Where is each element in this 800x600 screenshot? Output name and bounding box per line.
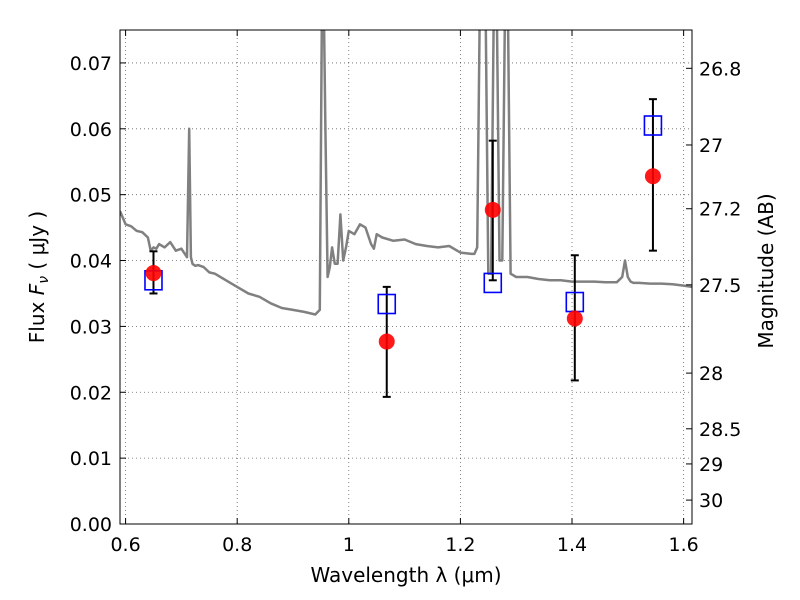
right-tick-label: 27 (699, 135, 723, 157)
y-tick-label: 0.02 (70, 382, 112, 404)
right-tick-label: 26.8 (699, 58, 741, 80)
right-tick-label: 27.2 (699, 199, 741, 221)
y-tick-labels: 0.00 0.01 0.02 0.03 0.04 0.05 0.06 0.07 (70, 53, 112, 536)
x-tick-label: 1.6 (669, 534, 699, 556)
right-tick-label: 28.5 (699, 419, 741, 441)
model-points (144, 115, 663, 315)
spectrum-line (120, 30, 692, 316)
x-tick-label: 0.6 (110, 534, 140, 556)
y-tick-label: 0.03 (70, 316, 112, 338)
x-tick-label: 1 (343, 534, 355, 556)
observed-point (378, 333, 395, 350)
model-point (377, 293, 397, 315)
grid (120, 30, 692, 525)
right-tick-label: 28 (699, 363, 723, 385)
right-axis-label: Magnitude (AB) (754, 193, 778, 348)
y-tick-label: 0.05 (70, 185, 112, 207)
y-tick-label: 0.01 (70, 448, 112, 470)
right-tick-label: 30 (699, 490, 723, 512)
observed-point (484, 201, 501, 218)
y-label-part: F (25, 283, 49, 295)
spectrum-series (120, 30, 692, 316)
model-point (483, 272, 503, 294)
x-tick-label: 0.8 (222, 534, 252, 556)
x-tick-labels: 0.6 0.8 1 1.2 1.4 1.6 (110, 534, 698, 556)
observed-point (145, 265, 162, 282)
y-tick-label: 0.07 (70, 53, 112, 75)
y-label-part: ν (36, 276, 52, 284)
y-label-part: Flux (25, 295, 49, 343)
x-tick-label: 1.4 (557, 534, 587, 556)
observed-point (566, 310, 583, 327)
y-label-part: ( μJy ) (25, 211, 49, 276)
ticks (120, 30, 692, 525)
x-tick-label: 1.2 (445, 534, 475, 556)
x-axis-label: Wavelength λ (μm) (310, 563, 501, 587)
model-point (643, 115, 663, 136)
y-tick-label: 0.06 (70, 119, 112, 141)
right-tick-labels: 26.8 27 27.2 27.5 28 28.5 29 30 (699, 58, 741, 512)
observed-point (644, 168, 661, 185)
right-tick-label: 29 (699, 454, 723, 476)
observed-points (145, 168, 661, 350)
y-axis-label: Flux Fν ( μJy ) (25, 211, 52, 343)
right-tick-label: 27.5 (699, 275, 741, 297)
y-tick-label: 0.00 (70, 514, 112, 536)
plot-frame (119, 29, 693, 525)
errorbars (149, 98, 657, 398)
y-tick-label: 0.04 (70, 251, 112, 273)
